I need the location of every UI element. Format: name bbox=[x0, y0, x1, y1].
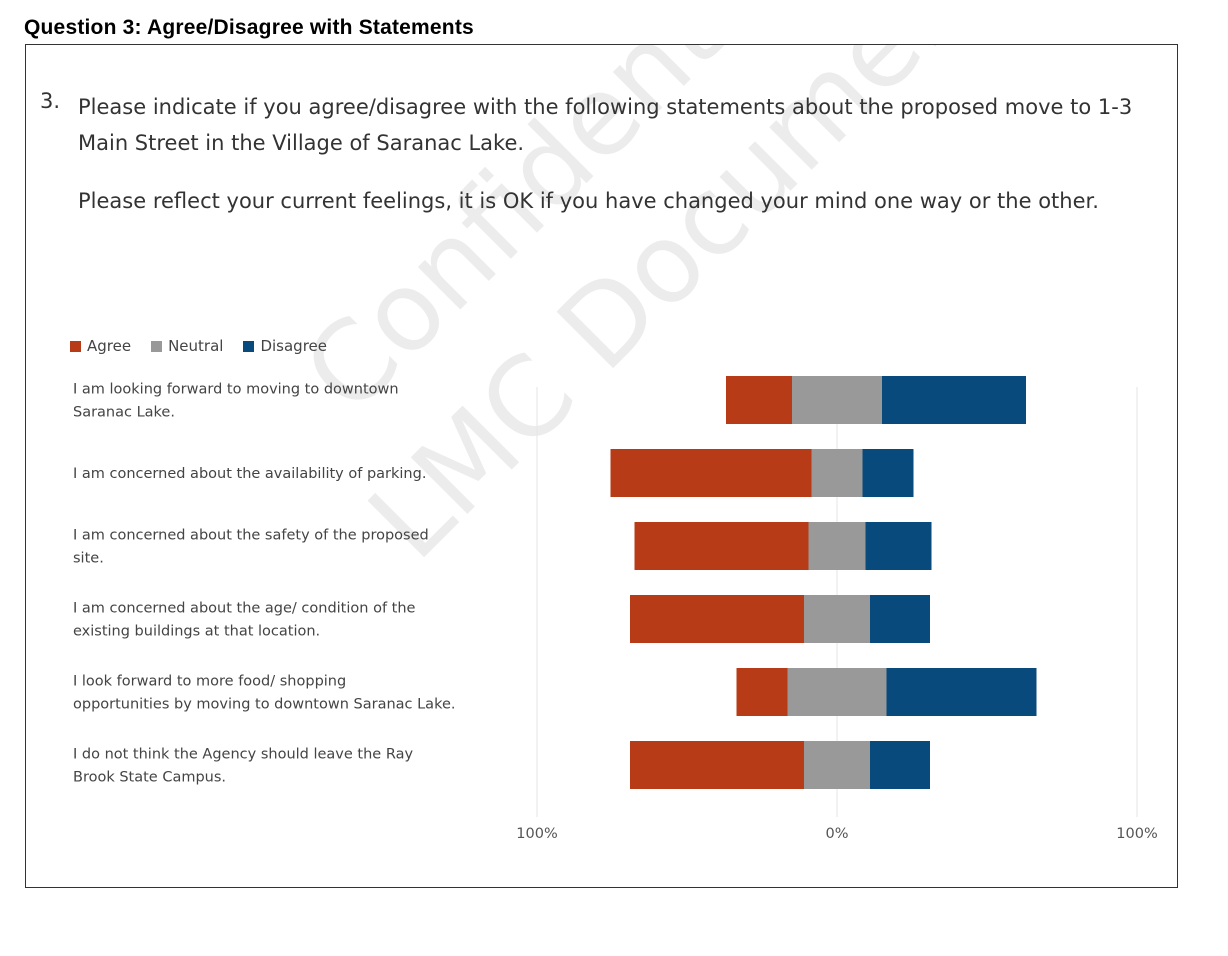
bar-neutral-1 bbox=[792, 376, 882, 424]
bar-agree-3 bbox=[634, 522, 809, 570]
category-label-6: I do not think the Agency should leave t… bbox=[73, 747, 413, 786]
bar-neutral-5 bbox=[787, 668, 887, 716]
question-number: 3. bbox=[40, 89, 61, 113]
bar-neutral-4 bbox=[804, 595, 870, 643]
diverging-bar-chart: 100% 0% 100% I am looking forward to moving… bbox=[73, 376, 1158, 842]
chart-legend: Agree Neutral Disagree bbox=[70, 337, 327, 355]
legend-swatch-neutral bbox=[151, 340, 163, 352]
question-card: Confidential LMC Document 3. Please indi… bbox=[25, 44, 1178, 888]
category-label-4: I am concerned about the age/ condition … bbox=[73, 601, 416, 640]
question-paragraph-2: Please reflect your current feelings, it… bbox=[78, 189, 1099, 213]
legend-label-neutral: Neutral bbox=[168, 337, 224, 355]
category-label-2: I am concerned about the availability of… bbox=[73, 466, 426, 482]
question-text: Please indicate if you agree/disagree wi… bbox=[78, 89, 1158, 241]
bar-disagree-3 bbox=[865, 522, 932, 570]
legend-item-disagree: Disagree bbox=[243, 337, 327, 355]
x-tick-label-0: 100% bbox=[516, 826, 557, 842]
x-tick-label-1: 0% bbox=[825, 826, 848, 842]
legend-swatch-agree bbox=[70, 340, 81, 352]
bar-disagree-2 bbox=[862, 449, 914, 497]
bar-disagree-5 bbox=[886, 668, 1037, 716]
category-label-5: I look forward to more food/ shopping opp… bbox=[73, 674, 455, 713]
bar-agree-4 bbox=[630, 595, 804, 643]
bar-agree-2 bbox=[610, 449, 812, 497]
legend-swatch-disagree bbox=[243, 340, 255, 352]
legend-item-agree: Agree bbox=[70, 337, 131, 355]
bar-neutral-2 bbox=[811, 449, 863, 497]
bar-agree-1 bbox=[726, 376, 792, 424]
bar-agree-5 bbox=[736, 668, 788, 716]
category-label-1: I am looking forward to moving to downto… bbox=[73, 382, 399, 421]
category-label-3: I am concerned about the safety of the p… bbox=[73, 528, 429, 567]
x-tick-label-2: 100% bbox=[1116, 826, 1157, 842]
legend-label-disagree: Disagree bbox=[260, 337, 327, 355]
bar-agree-6 bbox=[630, 741, 804, 789]
legend-label-agree: Agree bbox=[87, 337, 132, 355]
bar-neutral-6 bbox=[804, 741, 870, 789]
question-paragraph-1: Please indicate if you agree/disagree wi… bbox=[78, 95, 1133, 155]
bar-disagree-1 bbox=[882, 376, 1026, 424]
bar-neutral-3 bbox=[808, 522, 866, 570]
bar-disagree-6 bbox=[870, 741, 930, 789]
legend-item-neutral: Neutral bbox=[151, 337, 223, 355]
page-heading: Question 3: Agree/Disagree with Statemen… bbox=[24, 16, 474, 39]
bar-disagree-4 bbox=[870, 595, 930, 643]
